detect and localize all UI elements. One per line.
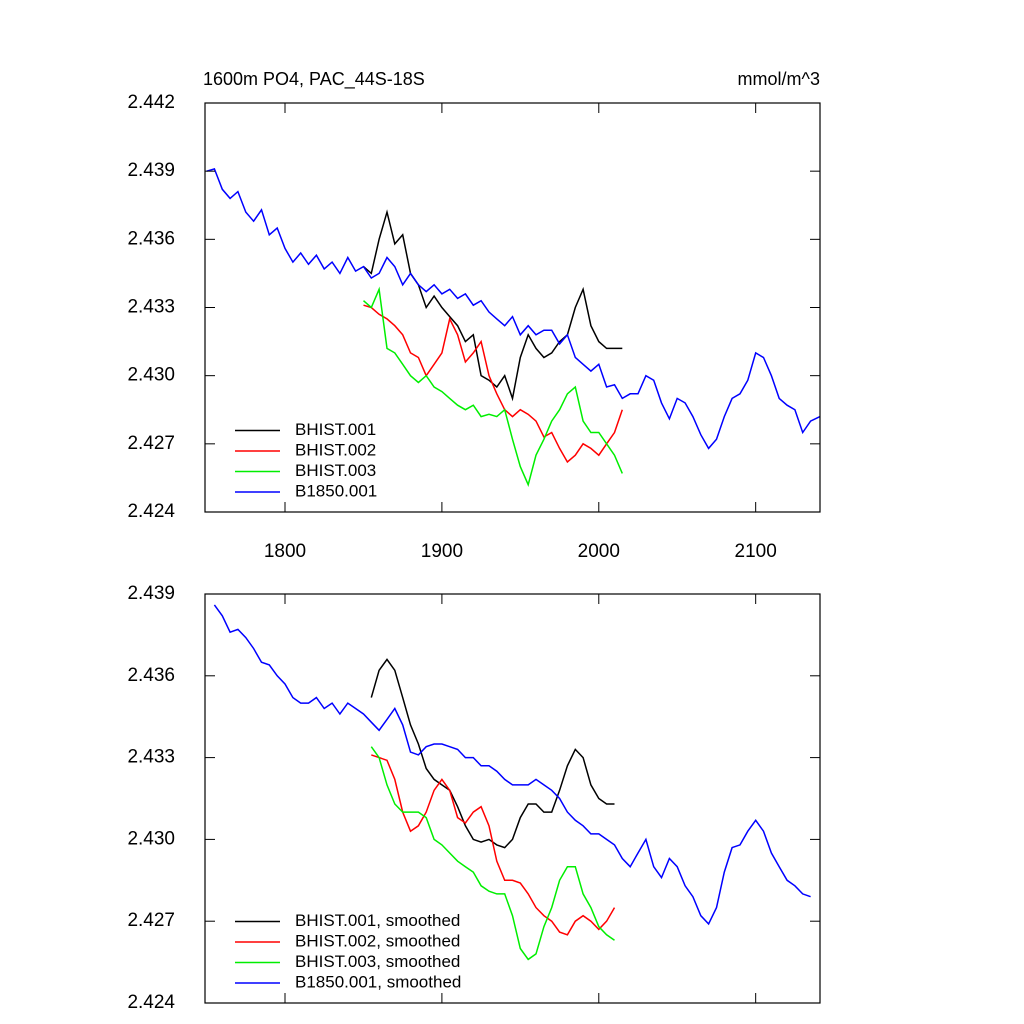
legend-label: B1850.001, smoothed [295,972,461,991]
y-tick-label: 2.442 [127,92,175,113]
series-line [370,658,615,849]
series-line [363,304,624,464]
legend-label: B1850.001 [295,481,377,500]
y-tick-label: 2.436 [127,665,175,686]
x-tick-label: 1800 [264,541,306,562]
series-line [370,746,615,961]
y-tick-label: 2.427 [127,433,175,454]
x-tick-label: 2100 [735,541,777,562]
y-tick-label: 2.433 [127,747,175,768]
series-line [363,209,623,402]
legend-label: BHIST.001 [295,420,376,439]
y-tick-label: 2.436 [127,228,175,249]
legend-label: BHIST.001, smoothed [295,911,460,930]
legend-label: BHIST.002 [295,440,376,459]
y-tick-label: 2.430 [127,828,175,849]
series-line [213,604,811,926]
legend-label: BHIST.003, smoothed [295,952,460,971]
y-tick-label: 2.427 [127,910,175,931]
legend-label: BHIST.002, smoothed [295,931,460,950]
legend-label: BHIST.003 [295,461,376,480]
y-tick-label: 2.439 [127,583,175,604]
chart-title: 1600m PO4, PAC_44S-18S [203,69,425,90]
y-tick-label: 2.433 [127,297,175,318]
y-tick-label: 2.424 [127,992,175,1013]
y-tick-label: 2.439 [127,160,175,181]
series-line [363,286,623,487]
series-line [206,167,821,450]
x-tick-label: 1900 [421,541,463,562]
units-label: mmol/m^3 [738,69,820,89]
series-line [371,754,616,936]
y-tick-label: 2.424 [127,501,175,522]
y-tick-label: 2.430 [127,365,175,386]
x-tick-label: 2000 [578,541,620,562]
plot-frame [204,593,821,1004]
